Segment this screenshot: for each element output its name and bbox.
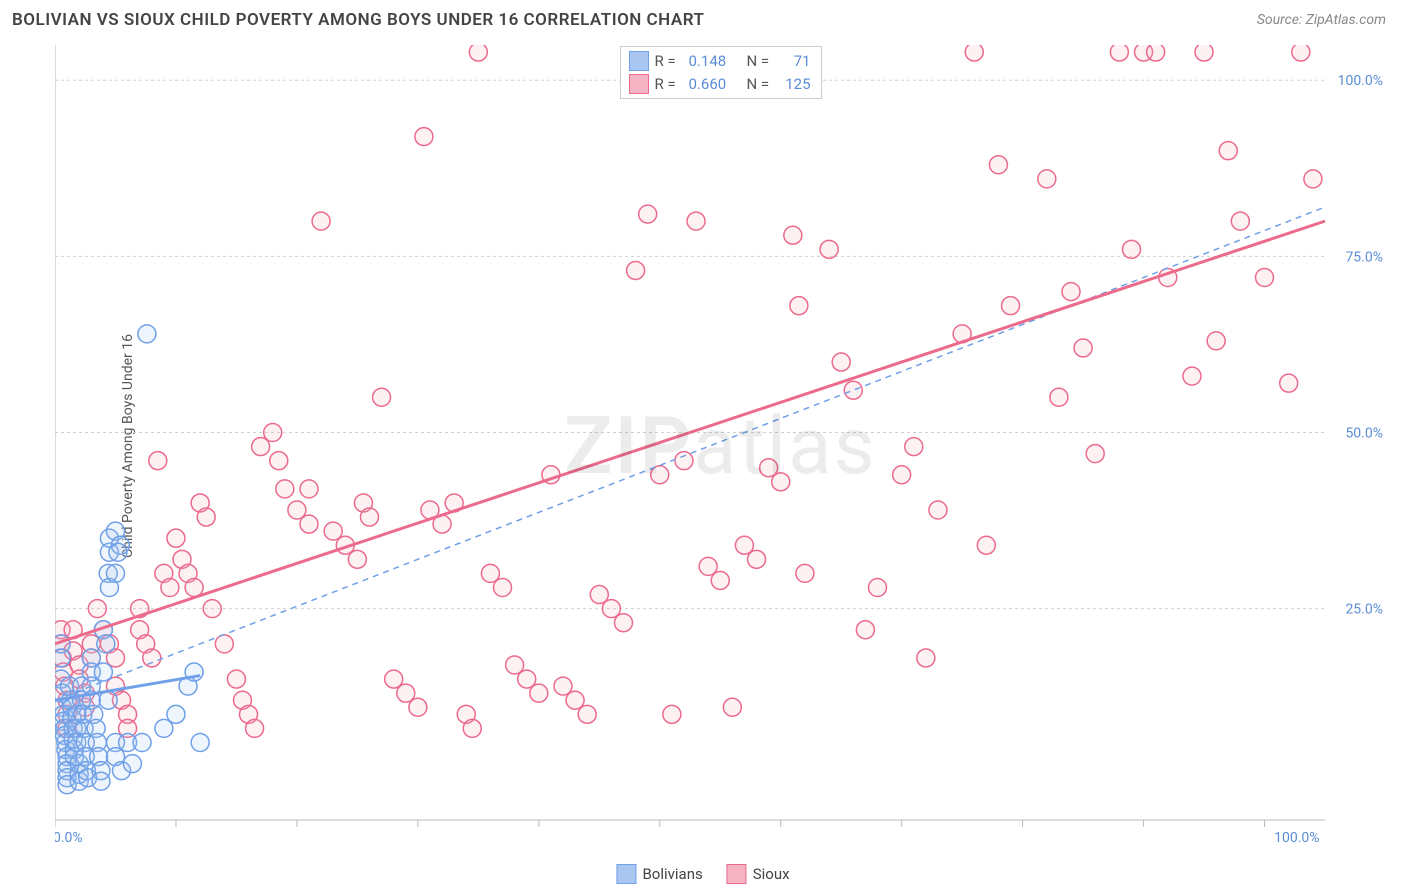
scatter-chart: 25.0% 50.0% 75.0% 100.0% 0.0% 100.0% [55,45,1386,845]
chart-header: BOLIVIAN VS SIOUX CHILD POVERTY AMONG BO… [0,0,1406,34]
svg-text:25.0%: 25.0% [1345,602,1383,618]
svg-text:100.0%: 100.0% [1338,73,1383,89]
legend-swatch-icon [727,864,747,884]
correlation-legend: R = 0.148 N = 71 R = 0.660 N = 125 [620,46,822,99]
svg-text:50.0%: 50.0% [1345,426,1383,442]
legend-swatch-bolivians [629,51,649,71]
svg-text:75.0%: 75.0% [1345,249,1383,265]
svg-text:0.0%: 0.0% [55,830,83,845]
svg-text:100.0%: 100.0% [1274,830,1319,845]
source-attribution: Source: ZipAtlas.com [1257,12,1386,28]
legend-row-sioux: R = 0.660 N = 125 [629,73,811,96]
series-legend: Bolivians Sioux [616,864,789,884]
chart-title: BOLIVIAN VS SIOUX CHILD POVERTY AMONG BO… [12,10,704,30]
legend-swatch-icon [616,864,636,884]
legend-item-sioux: Sioux [727,864,790,884]
chart-area: 25.0%50.0%75.0%100.0%0.0%100.0% ZIPatlas… [55,45,1386,847]
legend-swatch-sioux [629,74,649,94]
legend-item-bolivians: Bolivians [616,864,702,884]
legend-row-bolivians: R = 0.148 N = 71 [629,50,811,73]
